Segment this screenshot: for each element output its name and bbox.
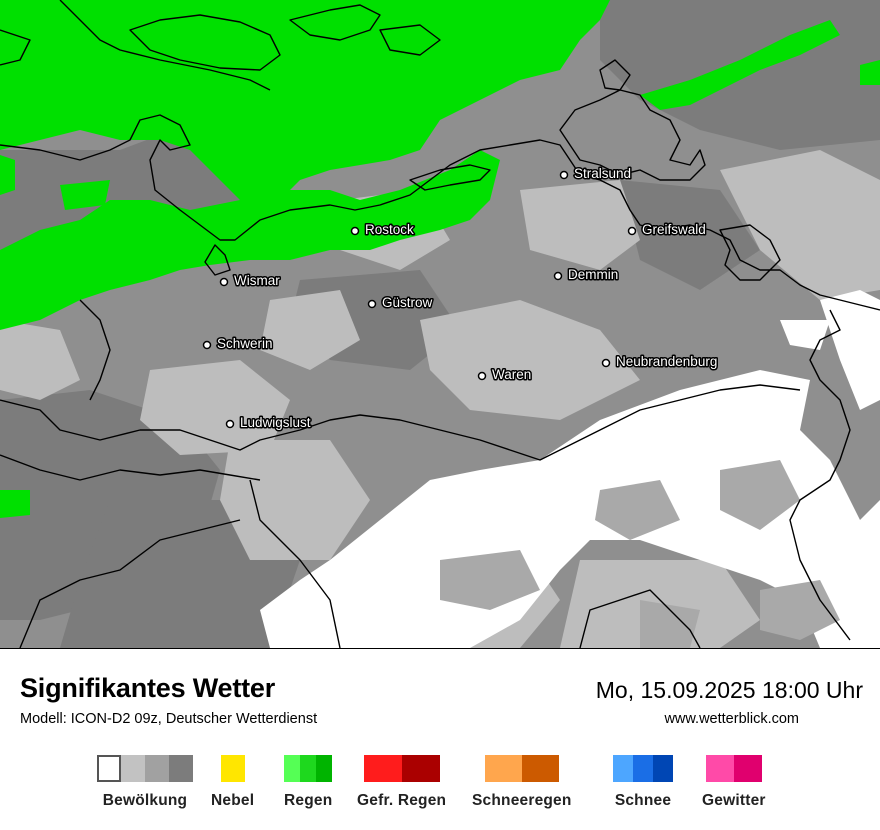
- weather-map: Stralsund Rostock Greifswald Wismar Demm…: [0, 0, 880, 648]
- city-dot: [225, 419, 235, 429]
- legend-swatch: [484, 755, 522, 782]
- legend-swatch: [169, 755, 193, 782]
- cloud-patches-in-clear: [440, 460, 840, 648]
- legend-schnee: Schnee: [613, 755, 673, 810]
- map-footer: Signifikantes Wetter Modell: ICON-D2 09z…: [0, 648, 880, 830]
- city-label: Neubrandenburg: [616, 354, 717, 369]
- legend-swatches: [613, 755, 673, 782]
- legend-bewoelkung: Bewölkung: [97, 755, 193, 810]
- city-marker-schwerin[interactable]: Schwerin: [202, 335, 274, 353]
- legend-swatches: [284, 755, 333, 782]
- city-marker-waren[interactable]: Waren: [477, 366, 533, 384]
- city-marker-rostock[interactable]: Rostock: [350, 221, 416, 239]
- legend-swatch: [300, 755, 317, 782]
- legend-swatches: [220, 755, 245, 782]
- city-marker-ludwigslust[interactable]: Ludwigslust: [225, 414, 312, 432]
- city-marker-guestrow[interactable]: Güstrow: [367, 294, 434, 312]
- legend-swatch: [363, 755, 402, 782]
- city-label: Schwerin: [217, 336, 273, 351]
- city-label: Greifswald: [642, 222, 706, 237]
- legend-swatch: [145, 755, 169, 782]
- legend-gewitter: Gewitter: [702, 755, 766, 810]
- city-dot: [601, 358, 611, 368]
- city-dot: [477, 371, 487, 381]
- legend-label: Bewölkung: [102, 792, 188, 809]
- city-label: Güstrow: [382, 295, 433, 310]
- city-marker-demmin[interactable]: Demmin: [553, 266, 620, 284]
- legend-label: Gewitter: [702, 792, 766, 809]
- legend-label: Gefr. Regen: [357, 792, 447, 809]
- legend-swatch: [284, 755, 301, 782]
- legend-swatch: [521, 755, 559, 782]
- city-label: Rostock: [365, 222, 414, 237]
- city-dot: [219, 277, 229, 287]
- city-markers: Stralsund Rostock Greifswald Wismar Demm…: [202, 165, 719, 432]
- legend-swatch: [613, 755, 633, 782]
- city-dot: [350, 226, 360, 236]
- legend-swatches: [97, 755, 193, 782]
- legend-swatch: [316, 755, 333, 782]
- city-dot: [559, 170, 569, 180]
- city-label: Stralsund: [574, 166, 631, 181]
- legend-swatch: [653, 755, 673, 782]
- city-marker-neubrandenburg[interactable]: Neubrandenburg: [601, 353, 719, 371]
- legend-swatch: [97, 755, 121, 782]
- legend-label: Schnee: [614, 792, 672, 809]
- city-label: Demmin: [568, 267, 618, 282]
- legend-swatches: [484, 755, 559, 782]
- legend-swatch: [705, 755, 734, 782]
- legend-regen: Regen: [284, 755, 333, 810]
- legend-swatches: [705, 755, 762, 782]
- city-dot: [367, 299, 377, 309]
- legend-swatch: [401, 755, 440, 782]
- forecast-datetime: Mo, 15.09.2025 18:00 Uhr: [595, 677, 863, 703]
- legend-swatch: [633, 755, 653, 782]
- city-label: Wismar: [234, 273, 280, 288]
- legend-swatch: [220, 755, 245, 782]
- legend-swatch: [733, 755, 762, 782]
- legend-schneeregen: Schneeregen: [472, 755, 572, 810]
- city-marker-stralsund[interactable]: Stralsund: [559, 165, 633, 183]
- map-title: Signifikantes Wetter: [20, 673, 276, 703]
- map-canvas: Stralsund Rostock Greifswald Wismar Demm…: [0, 0, 880, 648]
- legend-label: Regen: [284, 792, 333, 809]
- website-link[interactable]: www.wetterblick.com: [664, 711, 799, 727]
- legend-swatches: [363, 755, 440, 782]
- model-source: Modell: ICON-D2 09z, Deutscher Wetterdie…: [20, 711, 318, 727]
- legend-label: Nebel: [211, 792, 255, 809]
- legend-swatch: [121, 755, 145, 782]
- city-label: Waren: [492, 367, 531, 382]
- city-marker-wismar[interactable]: Wismar: [219, 272, 282, 290]
- legend-nebel: Nebel: [211, 755, 254, 810]
- city-dot: [627, 226, 637, 236]
- legend-label: Schneeregen: [472, 792, 572, 809]
- city-dot: [202, 340, 212, 350]
- city-label: Ludwigslust: [240, 415, 311, 430]
- city-marker-greifswald[interactable]: Greifswald: [627, 221, 707, 239]
- legend-gefr-regen: Gefr. Regen: [357, 755, 446, 810]
- city-dot: [553, 271, 563, 281]
- coastline-borders: [0, 0, 880, 648]
